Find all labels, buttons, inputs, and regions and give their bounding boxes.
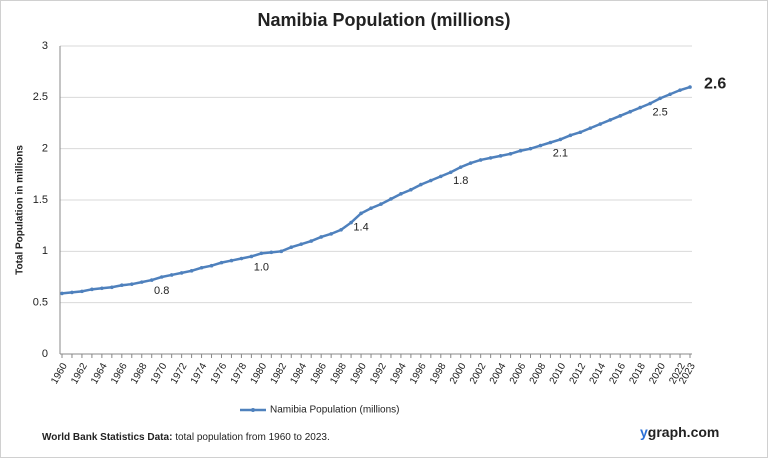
- data-point: [618, 114, 623, 118]
- data-point: [90, 287, 94, 292]
- data-point: [488, 156, 493, 160]
- data-point: [249, 254, 254, 259]
- y-tick-label: 2.5: [33, 91, 48, 103]
- data-point: [279, 249, 284, 254]
- data-point: [409, 187, 413, 192]
- data-point: [120, 283, 124, 288]
- data-point: [528, 146, 533, 151]
- data-point: [638, 105, 642, 110]
- legend-label: Namibia Population (millions): [270, 405, 400, 416]
- data-point: [209, 263, 214, 268]
- data-point: [349, 220, 353, 225]
- data-label: 2.6: [704, 75, 726, 92]
- data-point: [678, 88, 682, 92]
- data-point: [658, 96, 662, 101]
- source-note: World Bank Statistics Data: total popula…: [42, 432, 330, 443]
- data-point: [399, 192, 403, 196]
- data-label: 2.1: [553, 147, 568, 159]
- source-bold: World Bank Statistics Data:: [42, 432, 172, 443]
- data-point: [329, 232, 333, 236]
- y-tick-label: 0: [42, 348, 48, 360]
- y-tick-label: 0.5: [33, 297, 48, 309]
- data-point: [518, 148, 523, 153]
- data-point: [139, 280, 144, 284]
- data-point: [448, 170, 453, 175]
- data-point: [229, 258, 234, 263]
- y-tick-label: 2: [42, 143, 48, 155]
- data-point: [369, 206, 373, 211]
- chart-title: Namibia Population (millions): [257, 10, 510, 30]
- y-axis-label: Total Population in millions: [15, 145, 26, 275]
- data-point: [468, 161, 473, 165]
- series-line: [61, 85, 691, 295]
- brand-prefix: y: [640, 424, 648, 440]
- data-point: [149, 278, 154, 282]
- data-point: [319, 235, 323, 239]
- data-point: [389, 197, 393, 201]
- data-point: [219, 260, 224, 265]
- data-point: [179, 271, 184, 275]
- y-tick-label: 1.5: [33, 194, 48, 206]
- source-text: total population from 1960 to 2023.: [175, 432, 330, 443]
- data-point: [110, 285, 114, 290]
- y-tick-label: 1: [42, 245, 48, 257]
- data-point: [60, 291, 64, 296]
- data-point: [538, 143, 543, 148]
- data-point: [508, 152, 513, 156]
- data-point: [668, 92, 672, 97]
- legend-marker: [251, 408, 255, 412]
- y-tick-label: 3: [42, 40, 48, 52]
- data-label: 1.8: [453, 175, 468, 187]
- data-point: [189, 269, 194, 273]
- data-point: [558, 137, 563, 142]
- data-point: [259, 251, 264, 256]
- data-point: [379, 202, 383, 206]
- data-point: [588, 126, 593, 130]
- data-point: [419, 182, 423, 187]
- data-point: [628, 109, 632, 114]
- data-point: [129, 282, 134, 286]
- data-point: [548, 140, 553, 145]
- data-point: [80, 289, 84, 294]
- data-point: [309, 239, 314, 243]
- data-point: [269, 250, 274, 255]
- data-point: [478, 158, 483, 162]
- data-point: [578, 130, 583, 135]
- brand-rest: graph.com: [648, 424, 720, 440]
- brand: ygraph.com: [640, 424, 719, 440]
- data-point: [239, 256, 244, 261]
- data-point: [289, 245, 294, 250]
- data-point: [688, 85, 692, 89]
- data-point: [169, 273, 174, 277]
- data-point: [498, 154, 503, 158]
- data-label: 2.5: [652, 106, 667, 118]
- data-point: [429, 178, 433, 183]
- data-point: [648, 101, 652, 106]
- data-point: [299, 242, 304, 246]
- data-point: [199, 265, 204, 270]
- data-point: [359, 211, 363, 216]
- data-point: [438, 174, 443, 179]
- data-point: [598, 122, 603, 126]
- data-point: [568, 133, 573, 138]
- data-point: [458, 165, 463, 169]
- data-point: [70, 290, 74, 295]
- data-point: [608, 118, 613, 122]
- data-label: 1.4: [353, 221, 368, 233]
- data-point: [339, 227, 343, 232]
- data-point: [159, 275, 164, 279]
- data-label: 1.0: [254, 261, 269, 273]
- data-point: [100, 286, 104, 291]
- data-label: 0.8: [154, 285, 169, 297]
